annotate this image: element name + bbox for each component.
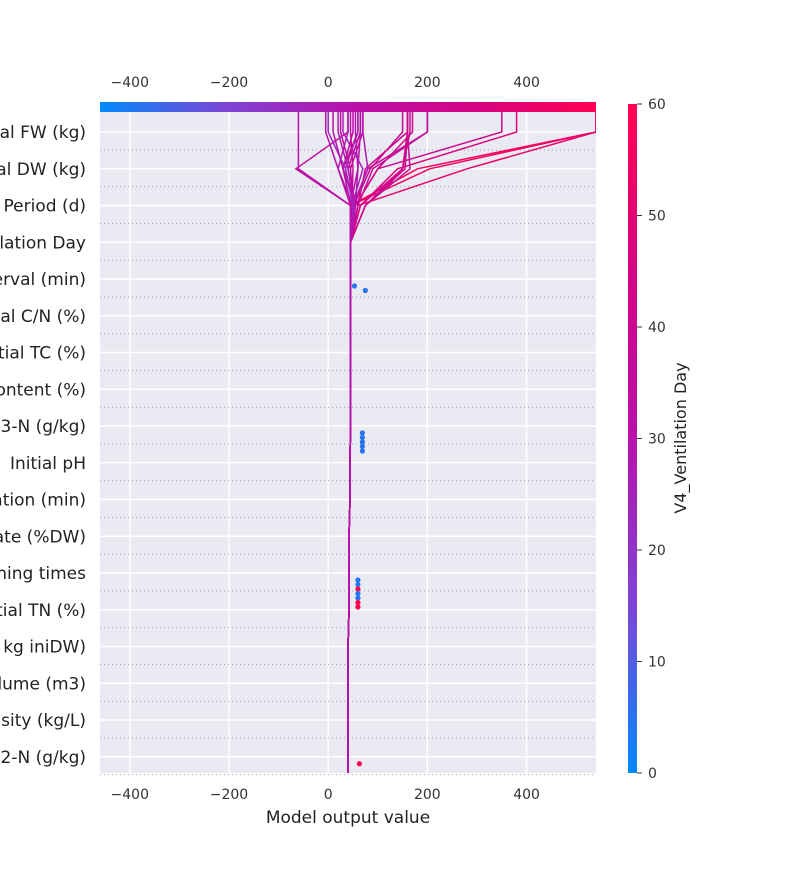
feature-label: al DW (kg): [0, 160, 86, 180]
decision-marker: [355, 577, 361, 583]
x-tick-label-top: −400: [111, 75, 149, 91]
decision-marker: [355, 586, 361, 592]
x-tick-label-top: 200: [414, 75, 441, 91]
decision-marker: [359, 443, 365, 450]
x-tick-label-bottom: −200: [210, 787, 248, 803]
x-tick-label-bottom: 200: [414, 787, 441, 803]
decision-line: [332, 105, 352, 773]
x-ticks-bottom: −400 −200 0 200 400: [111, 787, 540, 803]
colorbar-ticks: 0 10 20 30 40 50 60: [637, 97, 666, 782]
decision-marker: [355, 595, 361, 601]
colorbar: [628, 104, 637, 773]
x-tick-label-bottom: −400: [111, 787, 149, 803]
feature-label: ation (min): [0, 491, 86, 511]
feature-label: Initial pH: [10, 454, 86, 474]
feature-label: tial TC (%): [0, 344, 86, 364]
feature-label: Period (d): [4, 197, 86, 217]
decision-marker: [359, 448, 365, 454]
feature-label: tial TN (%): [0, 601, 86, 621]
feature-label: ate (%DW): [0, 527, 86, 547]
colorbar-title: V4_Ventilation Day: [671, 362, 691, 513]
colorbar-tick-label: 40: [648, 320, 666, 336]
colorbar-tick-label: 30: [648, 432, 666, 448]
colorbar-tick-label: 10: [648, 655, 666, 671]
feature-label: 2-N (g/kg): [1, 748, 87, 768]
decision-markers: [351, 283, 368, 767]
x-axis-title: Model output value: [266, 808, 430, 828]
colorbar-tick-label: 20: [648, 543, 666, 559]
decision-marker: [359, 439, 365, 445]
x-ticks-top: −400 −200 0 200 400: [111, 75, 540, 91]
decision-marker: [359, 430, 365, 436]
feature-label: lume (m3): [0, 674, 86, 694]
x-tick-label-top: 400: [513, 75, 540, 91]
decision-marker: [356, 761, 363, 767]
feature-label: lation Day: [0, 233, 86, 253]
decision-marker: [359, 434, 365, 441]
decision-marker: [351, 283, 358, 289]
decision-lines: [294, 105, 596, 773]
feature-label: erval (min): [0, 270, 86, 290]
feature-label: ning times: [0, 564, 86, 584]
x-tick-label-top: 0: [324, 75, 333, 91]
colorbar-tick-label: 50: [648, 209, 666, 225]
feature-label: 3-N (g/kg): [1, 417, 87, 437]
x-tick-label-bottom: 0: [324, 787, 333, 803]
feature-label: al FW (kg): [0, 123, 86, 143]
decision-marker: [355, 590, 361, 597]
feature-label: kg iniDW): [3, 638, 86, 658]
x-tick-label-top: −200: [210, 75, 248, 91]
feature-labels: al FW (kg) al DW (kg) Period (d) lation Day…: [0, 123, 86, 768]
feature-label: nsity (kg/L): [0, 711, 86, 731]
decision-marker: [355, 599, 361, 606]
decision-marker: [355, 604, 361, 610]
x-tick-label-bottom: 400: [513, 787, 540, 803]
colorbar-tick-label: 60: [648, 97, 666, 113]
decision-marker: [362, 287, 368, 294]
decision-marker: [355, 581, 361, 588]
colorbar-tick-label: 0: [648, 766, 657, 782]
top-color-bar: [100, 102, 596, 112]
feature-label: al C/N (%): [0, 307, 86, 327]
feature-label: ontent (%): [0, 380, 86, 400]
